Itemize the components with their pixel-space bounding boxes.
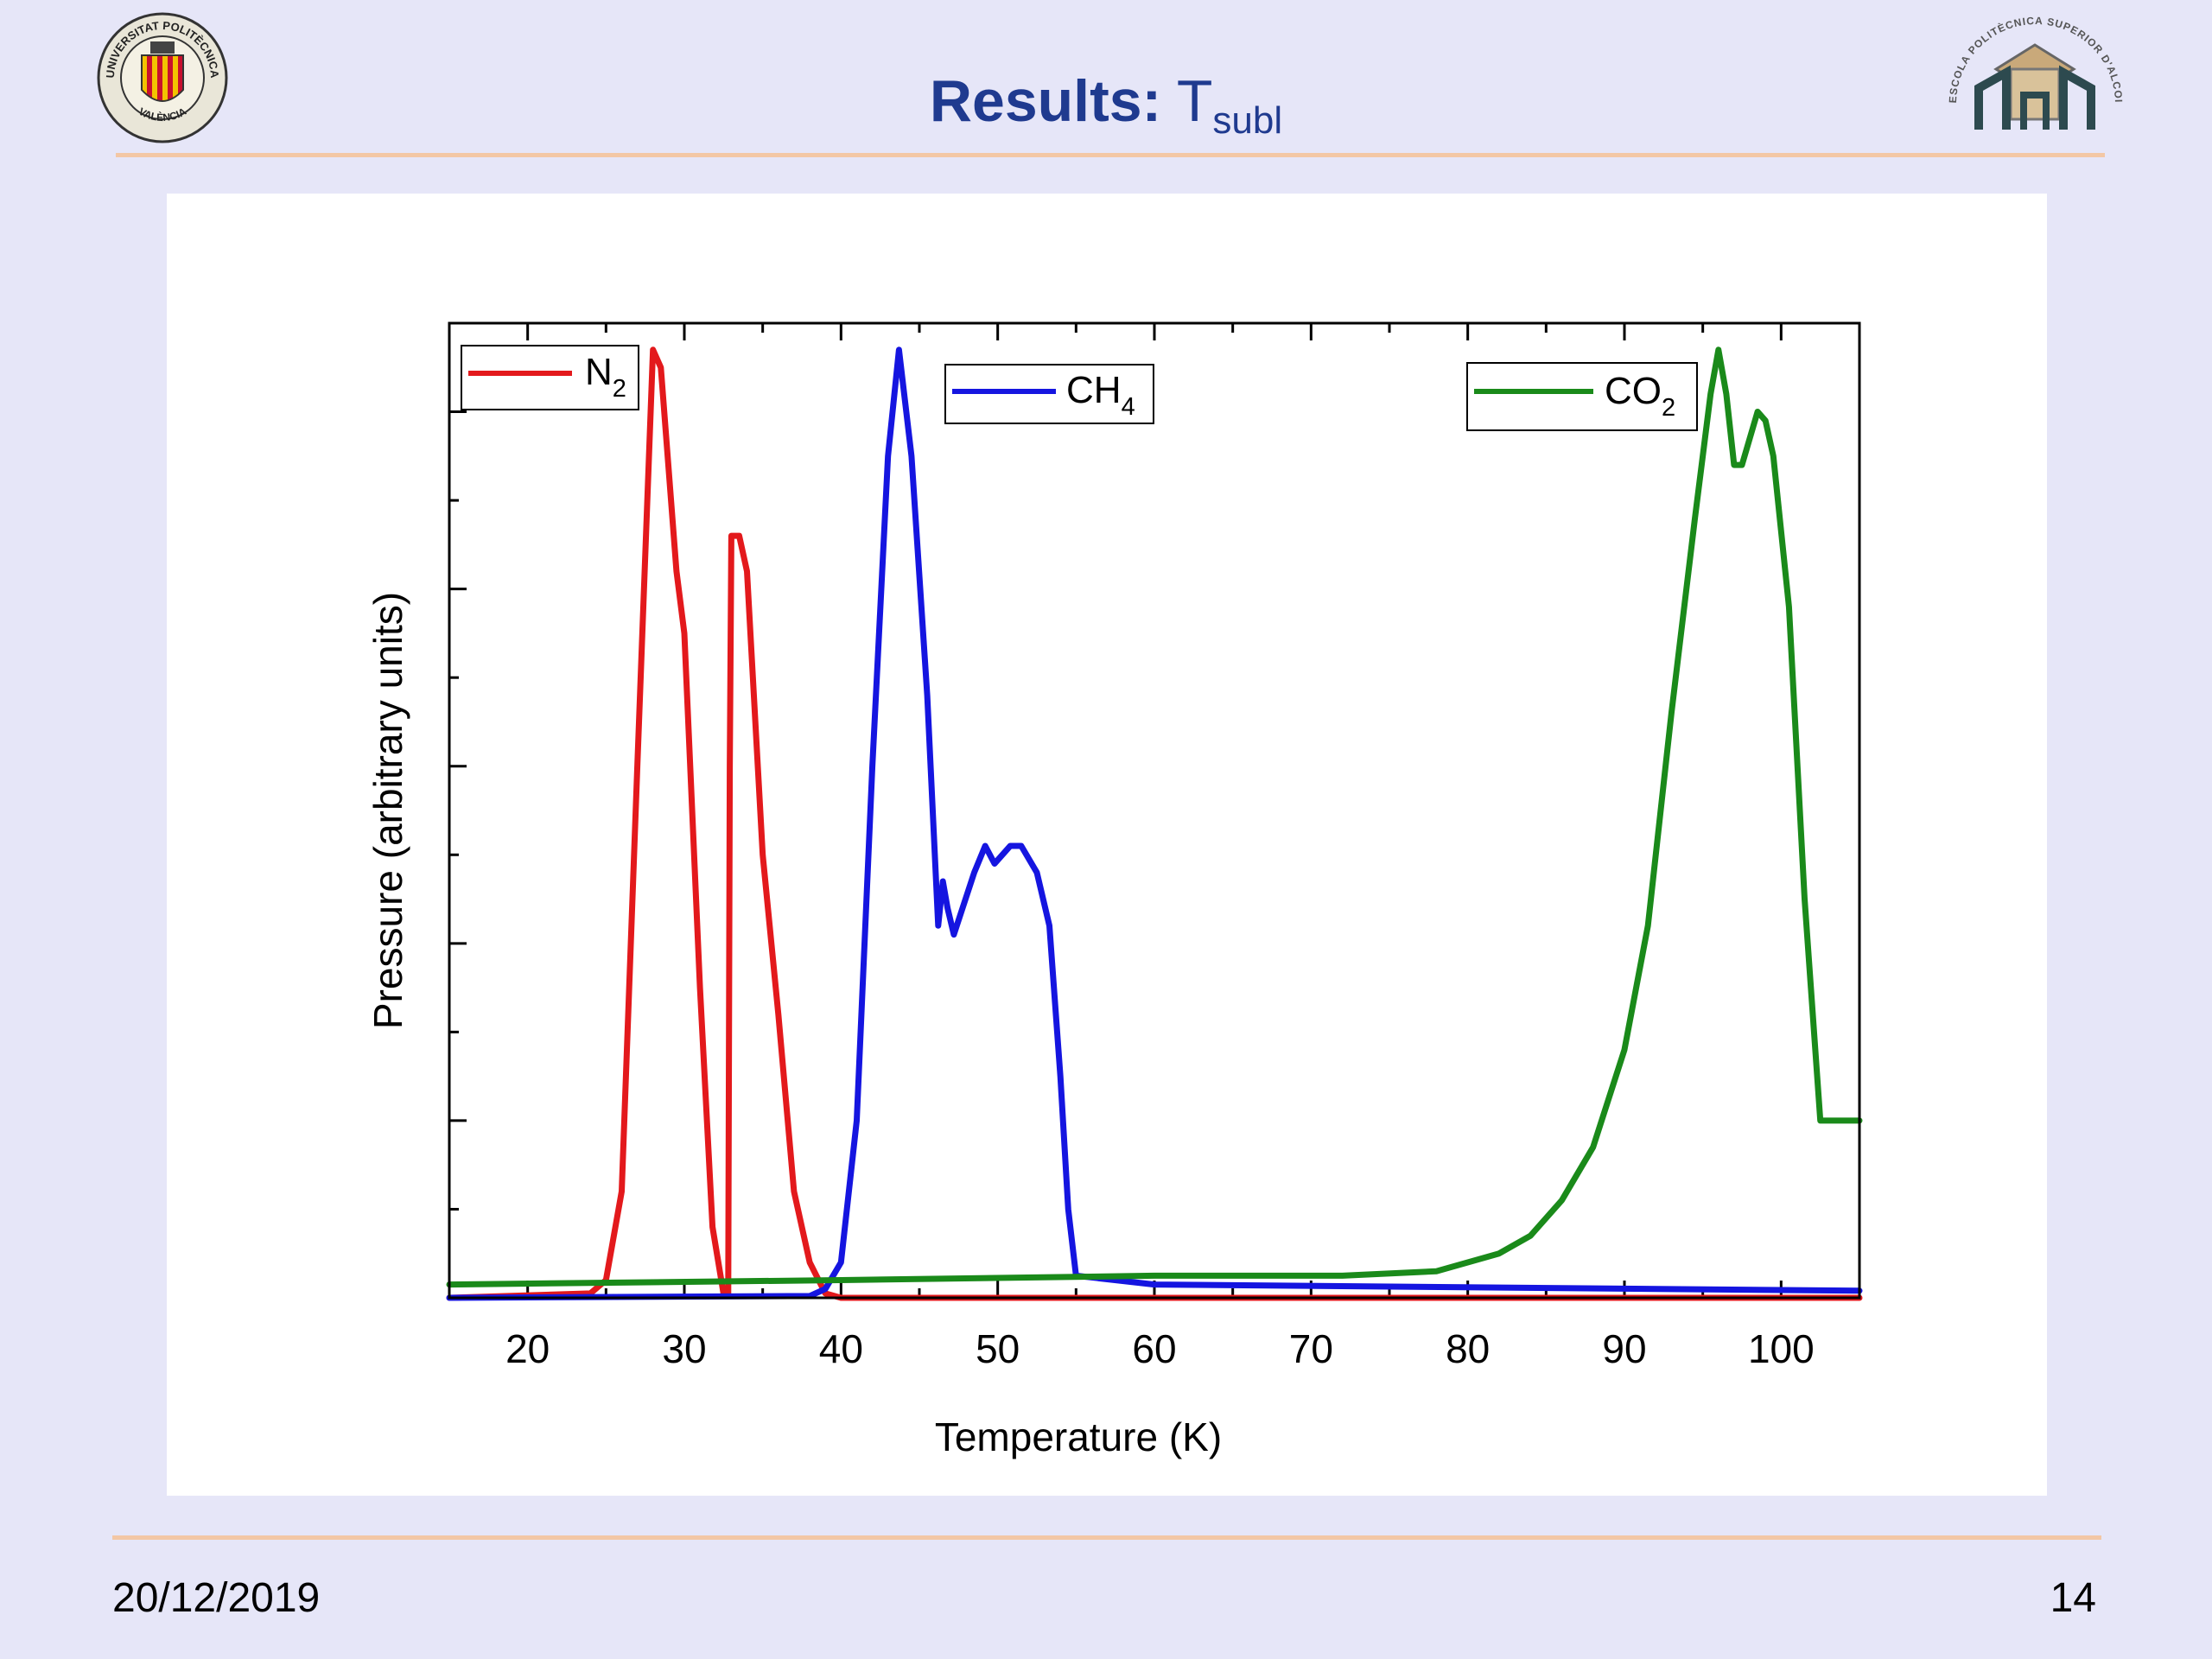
- chart-panel: 20 30 40 50 60 70 80 90 100 Temperature (K) Pres…: [167, 194, 2047, 1496]
- legend-n2-sub: 2: [613, 375, 626, 403]
- x-tick-label: 50: [976, 1326, 1020, 1371]
- sublimation-chart: 20 30 40 50 60 70 80 90 100 Temperature (K) Pres…: [365, 321, 1863, 1459]
- legend-n2-name: N: [585, 351, 613, 393]
- legend-ch4-name: CH: [1066, 369, 1122, 411]
- page-title: Results: Tsubl: [0, 67, 2212, 143]
- legend-co2: CO2: [1466, 362, 1698, 431]
- x-tick-label: 100: [1748, 1326, 1815, 1371]
- legend-ch4-label: CH4: [1066, 369, 1135, 421]
- series-line-n2: [446, 346, 1863, 1301]
- title-subscript: subl: [1212, 99, 1283, 142]
- title-divider: [116, 153, 2105, 157]
- legend-co2-label: CO2: [1605, 370, 1675, 422]
- x-tick-label: 60: [1132, 1326, 1176, 1371]
- legend-n2: N2: [461, 345, 639, 410]
- legend-co2-sub: 2: [1662, 394, 1675, 422]
- footer-date: 20/12/2019: [112, 1575, 321, 1621]
- school-emblem-logo: ESCOLA POLITÈCNICA SUPERIOR D'ALCOI: [1937, 9, 2133, 138]
- legend-n2-label: N2: [585, 351, 626, 403]
- svg-text:VALÈNCIA: VALÈNCIA: [137, 105, 188, 124]
- y-axis-label: Pressure (arbitrary units): [365, 592, 410, 1029]
- x-tick-label: 70: [1289, 1326, 1333, 1371]
- title-bold: Results:: [929, 68, 1162, 134]
- x-tick-labels: 20 30 40 50 60 70 80 90 100: [505, 1326, 1815, 1371]
- series-line-ch4: [446, 346, 1863, 1301]
- legend-n2-box: [461, 345, 639, 410]
- series-lines: [446, 346, 1863, 1301]
- legend-ch4-sub: 4: [1122, 393, 1135, 421]
- x-tick-label: 40: [819, 1326, 863, 1371]
- x-tick-label: 30: [662, 1326, 706, 1371]
- x-tick-label: 80: [1446, 1326, 1490, 1371]
- plot-frame: [448, 321, 1861, 1300]
- x-tick-label: 20: [505, 1326, 550, 1371]
- legend-co2-name: CO: [1605, 370, 1662, 412]
- university-seal-logo: UNIVERSITAT POLITÈCNICA VALÈNCIA: [95, 10, 230, 145]
- seal-text-bottom: VALÈNCIA: [137, 105, 188, 124]
- university-seal-icon: UNIVERSITAT POLITÈCNICA VALÈNCIA: [97, 12, 228, 143]
- page-number: 14: [2050, 1575, 2096, 1621]
- plot-area: 20 30 40 50 60 70 80 90 100: [446, 321, 1863, 1371]
- x-axis-label: Temperature (K): [935, 1414, 1222, 1459]
- legend-ch4: CH4: [944, 364, 1154, 424]
- x-tick-label: 90: [1602, 1326, 1646, 1371]
- school-emblem-icon: ESCOLA POLITÈCNICA SUPERIOR D'ALCOI: [1947, 15, 2124, 130]
- legend-co2-box: [1466, 362, 1698, 431]
- series-line-co2: [446, 346, 1863, 1288]
- footer-divider: [112, 1535, 2101, 1540]
- title-symbol: T: [1176, 68, 1213, 134]
- axis-ticks: [448, 321, 1861, 1300]
